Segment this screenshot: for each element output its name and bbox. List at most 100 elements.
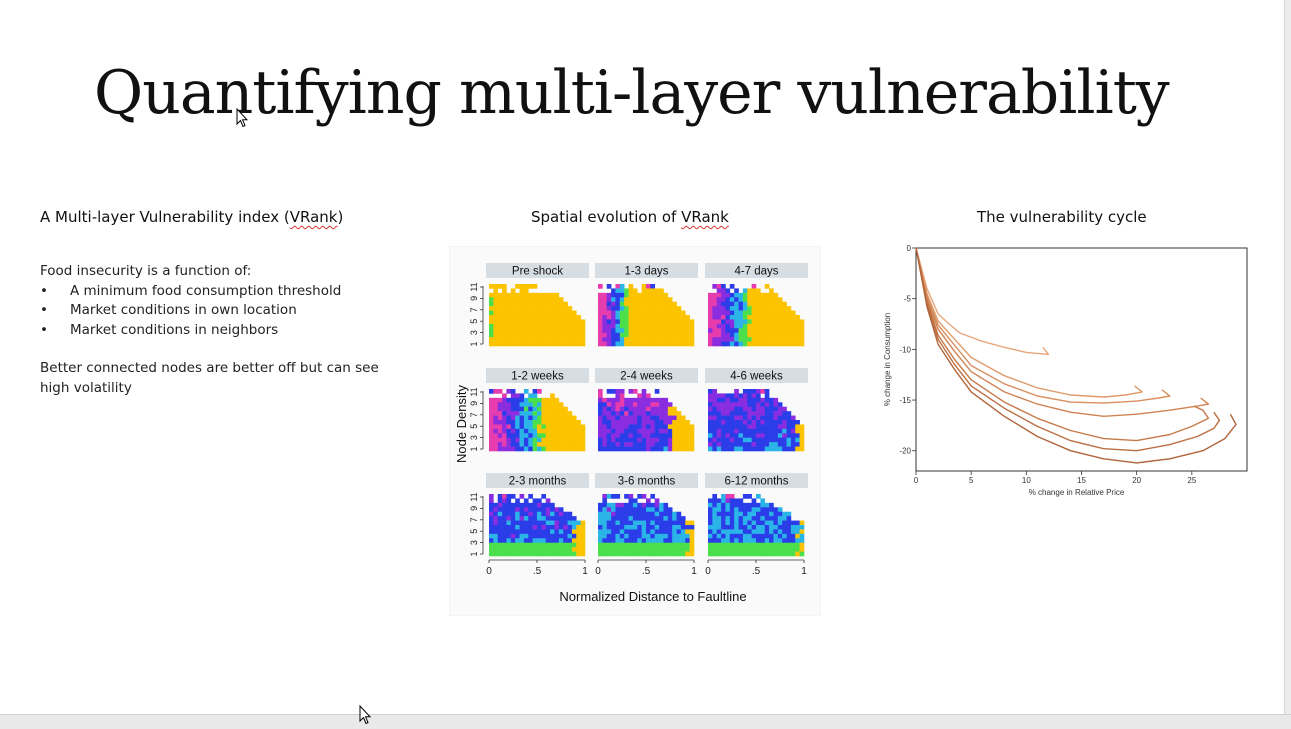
heat-cell [712, 393, 718, 399]
heat-cell [721, 525, 726, 530]
heat-cell [554, 551, 560, 557]
heat-cell [764, 446, 770, 452]
heat-cell [528, 397, 533, 403]
heat-cell [537, 420, 542, 425]
heat-cell [760, 341, 766, 347]
heat-cell [760, 292, 766, 298]
vertical-scrollbar[interactable] [1284, 0, 1291, 714]
heat-cell [615, 292, 621, 298]
heat-cell [782, 306, 787, 311]
heat-cell [545, 507, 551, 513]
heat-cell [790, 328, 796, 334]
heat-cell [519, 402, 525, 408]
heat-cell [716, 397, 722, 403]
heat-cell [619, 520, 625, 526]
heat-cell [786, 516, 792, 521]
heat-cell [611, 301, 616, 307]
heat-cell [628, 551, 634, 557]
heat-cell [502, 319, 507, 325]
heat-cell [567, 328, 573, 334]
heat-cell [515, 284, 520, 289]
heat-cell [519, 323, 525, 329]
heat-cell [567, 538, 573, 544]
heat-cell [742, 389, 748, 394]
heat-cell [563, 420, 568, 425]
heat-cell [756, 433, 761, 439]
heat-cell [628, 328, 634, 334]
heat-cell [790, 446, 796, 452]
heat-cell [777, 420, 783, 425]
heat-cell [615, 389, 621, 394]
heat-cell [716, 529, 722, 535]
heat-cell [528, 284, 533, 289]
heat-cell [537, 397, 542, 403]
heat-cell [502, 507, 507, 513]
heat-cell [545, 297, 551, 303]
heat-cell [795, 520, 800, 526]
heat-cell [637, 538, 642, 544]
heat-cell [799, 323, 805, 329]
heat-cell [632, 442, 638, 447]
heat-cell [532, 292, 538, 298]
heat-cell [676, 520, 682, 526]
heat-cell [515, 547, 520, 552]
heat-cell [663, 542, 669, 548]
heat-cell [667, 507, 673, 513]
heat-cell [689, 520, 695, 526]
heat-cell [532, 516, 538, 521]
heat-cell [532, 411, 538, 416]
heat-cell [650, 297, 656, 303]
heat-cell [502, 502, 507, 508]
heat-cell [497, 547, 503, 552]
heat-cell [795, 332, 800, 338]
heat-cell [550, 420, 555, 425]
heat-cell [541, 437, 547, 443]
heat-cell [619, 406, 625, 412]
heat-cell [721, 328, 726, 334]
heat-cell [532, 328, 538, 334]
heat-cell [510, 516, 516, 521]
heat-cell [506, 498, 512, 504]
heat-cell [619, 332, 625, 338]
heat-cell [650, 437, 656, 443]
heat-cell [580, 428, 586, 434]
heat-cell [619, 284, 625, 289]
heat-cell [528, 411, 533, 416]
heat-cell [708, 319, 713, 325]
mouse-cursor-icon [236, 108, 248, 128]
heat-cell [576, 525, 581, 530]
heat-cell [611, 551, 616, 557]
heat-cell [667, 433, 673, 439]
heat-cell [624, 288, 629, 294]
heat-cell [502, 306, 507, 311]
heat-cell [558, 406, 564, 412]
left-heading-term: VRank [289, 208, 338, 226]
heat-cell [545, 551, 551, 557]
heat-cell [519, 437, 525, 443]
heat-cell [760, 337, 766, 342]
heat-cell [624, 301, 629, 307]
heat-cell [764, 538, 770, 544]
heat-cell [650, 542, 656, 548]
heat-cell [506, 301, 512, 307]
heat-cell [760, 415, 766, 421]
heat-cell [506, 332, 512, 338]
heat-cell [650, 533, 656, 539]
heat-cell [747, 315, 752, 320]
heat-cell [502, 310, 507, 316]
heat-cell [773, 323, 779, 329]
heat-cell [519, 551, 525, 557]
heat-cell [712, 507, 718, 513]
heat-cell [646, 520, 651, 526]
heat-cell [738, 520, 744, 526]
heat-cell [760, 542, 766, 548]
heat-cell [519, 428, 525, 434]
heat-cell [663, 310, 669, 316]
heat-cell [756, 547, 761, 552]
heat-cell [654, 437, 660, 443]
heat-cell [554, 319, 560, 325]
heat-cell [493, 520, 499, 526]
heat-cell [528, 516, 533, 521]
heat-cell [685, 533, 690, 539]
heat-cell [523, 533, 529, 539]
